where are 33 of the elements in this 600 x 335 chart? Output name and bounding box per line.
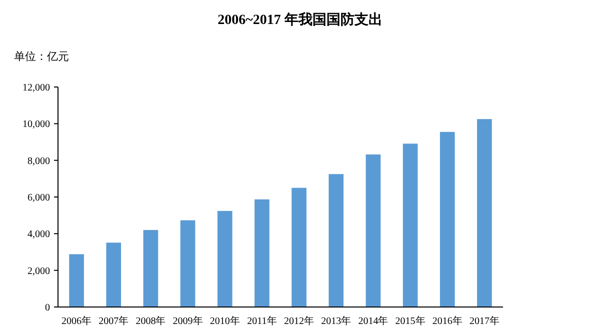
y-tick-label: 2,000 [28,266,50,277]
bar [180,220,196,307]
x-tick-label: 2011年 [247,315,277,327]
x-tick-label: 2017年 [469,315,500,327]
bar [69,254,84,307]
bar [143,230,158,307]
x-tick-label: 2009年 [172,315,203,327]
bar [328,174,344,307]
bar [254,199,270,307]
x-tick-label: 2008年 [136,315,166,327]
bar [366,154,381,307]
chart-title: 2006~2017 年我国国防支出 [218,11,382,28]
x-tick-label: 2012年 [284,315,314,327]
x-tick-label: 2014年 [358,315,388,327]
y-tick-label: 12,000 [22,82,50,94]
bar [292,188,306,307]
x-tick-label: 2010年 [210,315,240,327]
x-tick-label: 2006年 [62,315,92,327]
y-tick-label: 0 [45,302,50,314]
bar [402,144,418,307]
bar [477,119,492,307]
bar [106,242,122,307]
y-axis-title: 单位：亿元 [14,50,69,63]
x-tick-label: 2007年 [98,315,129,327]
y-tick-label: 6,000 [28,192,50,204]
bar [440,132,455,307]
bar [217,210,232,307]
y-tick-label: 8,000 [28,156,50,167]
x-tick-label: 2016年 [432,315,462,327]
x-tick-label: 2013年 [321,315,352,327]
y-tick-label: 4,000 [28,229,50,240]
y-tick-label: 10,000 [22,119,50,130]
x-tick-label: 2015年 [395,315,426,327]
